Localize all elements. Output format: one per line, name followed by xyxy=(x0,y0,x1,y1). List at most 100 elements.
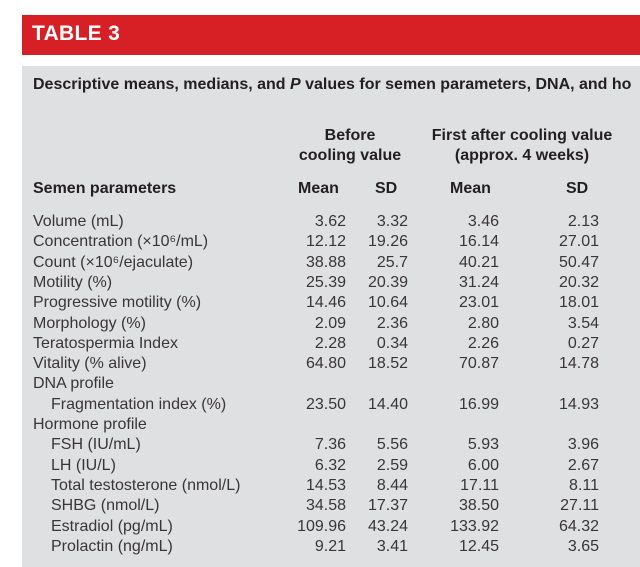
cell-sd-after: 3.96 xyxy=(567,436,599,454)
cell-mean-before: 14.46 xyxy=(305,294,346,312)
cell-sd-after: 0.27 xyxy=(567,334,599,352)
row-label: LH (IU/L) xyxy=(51,456,116,474)
cell-sd-after: 27.11 xyxy=(560,497,599,515)
column-header-mean-after: Mean xyxy=(450,180,491,197)
cell-mean-before: 3.62 xyxy=(314,213,346,230)
cell-mean-before: 25.39 xyxy=(305,273,346,291)
cell-mean-before: 14.53 xyxy=(305,476,346,494)
cell-sd-before: 3.32 xyxy=(376,213,408,230)
cell-mean-before: 109.96 xyxy=(297,517,346,535)
row-label: Total testosterone (nmol/L) xyxy=(51,476,241,494)
cell-sd-after: 3.54 xyxy=(567,314,599,332)
table-row: Progressive motility (%) 14.46 10.64 23.01 1… xyxy=(0,293,640,313)
table-row: Total testosterone (nmol/L) 14.53 8.44 17.1… xyxy=(0,476,640,496)
cell-mean-after: 17.11 xyxy=(460,476,499,494)
table-row: Morphology (%) 2.09 2.36 2.80 3.54 xyxy=(0,314,640,334)
cell-sd-before: 19.26 xyxy=(367,233,408,251)
cell-mean-after: 2.80 xyxy=(467,314,499,332)
caption-text-1: Descriptive means, medians, and xyxy=(33,76,290,93)
cell-sd-after: 20.32 xyxy=(558,273,599,291)
table-row: Estradiol (pg/mL) 109.96 43.24 133.92 64.32 xyxy=(0,517,640,537)
group-header-before-line2: cooling value xyxy=(298,147,402,164)
column-header-parameter: Semen parameters xyxy=(33,180,177,197)
row-label: Fragmentation index (%) xyxy=(51,395,227,413)
group-header-after-line1: First after cooling value xyxy=(431,127,613,144)
table-panel xyxy=(22,66,640,567)
cell-sd-before: 10.64 xyxy=(367,294,408,312)
cell-mean-after: 70.87 xyxy=(458,355,499,373)
cell-mean-before: 64.80 xyxy=(305,355,346,373)
row-label: Motility (%) xyxy=(33,273,113,291)
cell-mean-after: 38.50 xyxy=(458,497,499,515)
table-caption: Descriptive means, medians, and P values… xyxy=(33,76,631,94)
cell-mean-after: 31.24 xyxy=(458,273,499,291)
cell-mean-before: 38.88 xyxy=(305,253,346,271)
cell-sd-after: 14.93 xyxy=(558,395,599,413)
cell-sd-after: 64.32 xyxy=(558,517,599,535)
table-row: LH (IU/L) 6.32 2.59 6.00 2.67 xyxy=(0,456,640,476)
cell-sd-after: 14.78 xyxy=(558,355,599,373)
group-header-before: Before cooling value xyxy=(290,126,410,166)
cell-sd-after: 27.01 xyxy=(558,233,599,251)
table-row: SHBG (nmol/L) 34.58 17.37 38.50 27.11 xyxy=(0,496,640,516)
cell-sd-after: 2.13 xyxy=(567,213,599,230)
cell-mean-after: 40.21 xyxy=(458,253,499,271)
cell-sd-before: 2.59 xyxy=(376,456,408,474)
cell-sd-before: 0.34 xyxy=(376,334,408,352)
caption-text-2: values for semen parameters, DNA, and ho xyxy=(300,76,632,93)
cell-sd-before: 25.7 xyxy=(376,253,408,271)
cell-sd-before: 2.36 xyxy=(376,314,408,332)
cell-sd-before: 17.37 xyxy=(367,497,408,515)
cell-sd-before: 43.24 xyxy=(367,517,408,535)
cell-mean-before: 2.28 xyxy=(314,334,346,352)
table-row: Count (×10⁶/ejaculate) 38.88 25.7 40.21 50.4… xyxy=(0,253,640,273)
cell-mean-before: 6.32 xyxy=(314,456,346,474)
cell-sd-before: 8.44 xyxy=(376,476,408,494)
cell-mean-after: 6.00 xyxy=(467,456,499,474)
group-header-after-line2: (approx. 4 weeks) xyxy=(454,147,590,164)
cell-sd-after: 50.47 xyxy=(558,253,599,271)
table-row: Vitality (% alive) 64.80 18.52 70.87 14.78 xyxy=(0,354,640,374)
cell-mean-after: 16.14 xyxy=(458,233,499,251)
table-number-label: TABLE 3 xyxy=(32,22,121,45)
table-row: Hormone profile xyxy=(0,415,640,435)
cell-sd-before: 20.39 xyxy=(367,273,408,291)
row-label: Vitality (% alive) xyxy=(33,355,147,373)
group-header-after: First after cooling value (approx. 4 wee… xyxy=(420,126,624,166)
table-row: Fragmentation index (%) 23.50 14.40 16.99 14… xyxy=(0,395,640,415)
cell-sd-after: 8.11 xyxy=(569,476,599,494)
table-row: Prolactin (ng/mL) 9.21 3.41 12.45 3.65 xyxy=(0,537,640,557)
row-label: Estradiol (pg/mL) xyxy=(51,517,173,535)
cell-mean-after: 2.26 xyxy=(467,334,499,352)
cell-mean-before: 23.50 xyxy=(305,395,346,413)
table-header-bar xyxy=(22,15,640,55)
row-label: Count (×10⁶/ejaculate) xyxy=(33,253,194,271)
group-header-before-line1: Before xyxy=(324,127,376,144)
cell-mean-before: 9.21 xyxy=(314,537,346,555)
cell-sd-after: 18.01 xyxy=(558,294,599,312)
table-row: Concentration (×10⁶/mL) 12.12 19.26 16.14 27… xyxy=(0,232,640,252)
table-row: DNA profile xyxy=(0,374,640,394)
cell-mean-after: 3.46 xyxy=(467,213,499,230)
table-row: Motility (%) 25.39 20.39 31.24 20.32 xyxy=(0,273,640,293)
row-label: Concentration (×10⁶/mL) xyxy=(33,233,209,251)
table-row: Teratospermia Index 2.28 0.34 2.26 0.27 xyxy=(0,334,640,354)
cell-sd-before: 3.41 xyxy=(376,537,408,555)
cell-sd-after: 2.67 xyxy=(567,456,599,474)
row-label: Prolactin (ng/mL) xyxy=(51,537,173,555)
cell-mean-after: 5.93 xyxy=(467,436,499,454)
column-header-mean-before: Mean xyxy=(298,180,339,197)
row-label: FSH (IU/mL) xyxy=(51,436,141,454)
cell-mean-after: 23.01 xyxy=(458,294,499,312)
cell-mean-after: 16.99 xyxy=(458,395,499,413)
table-row: Volume (mL) 3.62 3.32 3.46 2.13 xyxy=(0,212,640,232)
column-header-sd-after: SD xyxy=(566,180,589,197)
cell-sd-before: 14.40 xyxy=(367,395,408,413)
cell-mean-before: 7.36 xyxy=(314,436,346,454)
cell-mean-before: 12.12 xyxy=(305,233,346,251)
cell-mean-before: 2.09 xyxy=(314,314,346,332)
row-label: SHBG (nmol/L) xyxy=(51,497,160,515)
row-label: Volume (mL) xyxy=(33,213,124,230)
cell-mean-after: 133.92 xyxy=(450,517,499,535)
table-row: FSH (IU/mL) 7.36 5.56 5.93 3.96 xyxy=(0,435,640,455)
